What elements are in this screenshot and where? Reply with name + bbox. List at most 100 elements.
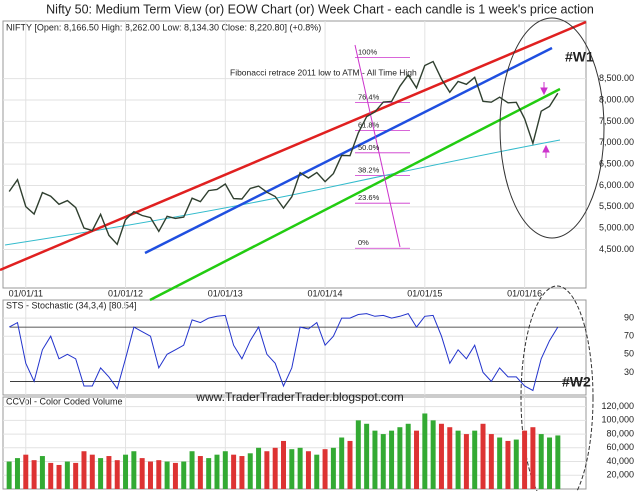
volume-bar — [48, 462, 54, 489]
stochastic-panel — [2, 299, 587, 396]
y-tick-label: 100,000 — [601, 415, 634, 425]
y-tick-label: 90 — [624, 312, 634, 322]
volume-bar — [247, 453, 253, 489]
volume-bar — [397, 427, 403, 489]
fib-label: 38.2% — [358, 165, 380, 174]
volume-bar — [222, 451, 228, 489]
volume-bar — [14, 458, 20, 489]
annotation: www.TraderTraderTrader.blogspot.com — [195, 390, 403, 404]
x-tick-label: 01/01/15 — [407, 288, 442, 298]
volume-bar — [505, 440, 511, 489]
volume-bar — [430, 420, 436, 489]
highlight-ellipse — [499, 17, 605, 239]
volume-bar — [405, 423, 411, 489]
x-tick-label: 01/01/14 — [308, 288, 343, 298]
volume-bar — [164, 461, 170, 489]
volume-bar — [364, 423, 370, 489]
volume-bar — [281, 440, 286, 489]
x-tick-label: 01/01/13 — [208, 288, 243, 298]
volume-bar — [181, 461, 187, 489]
y-tick-label: 40,000 — [606, 456, 634, 466]
volume-bar — [297, 447, 303, 489]
volume-bar — [56, 464, 62, 489]
volume-bar — [197, 456, 203, 489]
y-tick-label: 50 — [624, 349, 634, 359]
volume-bar — [480, 423, 486, 489]
volume-bar — [314, 454, 320, 489]
y-tick-label: 20,000 — [606, 470, 634, 480]
volume-bar — [231, 454, 237, 489]
volume-bar — [522, 430, 528, 489]
volume-bar — [131, 451, 137, 489]
y-tick-label: 5,000.00 — [599, 223, 634, 233]
volume-bar — [73, 462, 79, 489]
arrow-up — [542, 144, 550, 158]
fib-label: 100% — [358, 47, 378, 56]
volume-bar — [206, 458, 212, 489]
volume-bar — [389, 430, 395, 489]
volume-bar — [330, 447, 336, 489]
volume-bar — [289, 449, 295, 489]
volume-bar — [488, 434, 494, 489]
volume-legend: CCVol - Color Coded Volume — [6, 396, 123, 406]
volume-bar — [447, 427, 453, 489]
trend-line-blue — [144, 46, 553, 255]
volume-bar — [355, 420, 361, 489]
price-line — [8, 60, 559, 246]
x-tick-label: 01/01/11 — [9, 288, 43, 298]
y-tick-label: 80,000 — [606, 428, 634, 438]
fib-label: 76.4% — [358, 92, 380, 101]
fib-label: 50.0% — [358, 143, 380, 152]
volume-bar — [555, 435, 561, 489]
arrow-down — [540, 82, 548, 96]
trend-line-red — [0, 20, 587, 272]
y-tick-label: 70 — [624, 331, 634, 341]
volume-bar — [89, 454, 95, 489]
volume-bar — [214, 454, 220, 489]
volume-bar — [347, 440, 353, 489]
volume-bar — [6, 461, 12, 489]
price-legend: NIFTY [Open: 8,166.50 High: 8,262.00 Low… — [6, 22, 321, 32]
volume-bar — [156, 460, 162, 489]
volume-bar — [256, 447, 262, 489]
volume-bar — [264, 451, 270, 489]
volume-bar — [239, 456, 245, 489]
volume-bar — [513, 439, 519, 489]
y-tick-label: 4,500.00 — [599, 244, 634, 254]
volume-panel — [2, 396, 587, 490]
volume-bar — [139, 458, 145, 489]
volume-bar — [39, 456, 45, 489]
x-tick-label: 01/01/12 — [108, 288, 143, 298]
price-panel — [2, 20, 587, 289]
y-tick-label: 6,000.00 — [599, 180, 634, 190]
moving-average — [4, 139, 561, 246]
volume-bar — [106, 456, 112, 489]
x-tick-label: 01/01/16 — [507, 288, 542, 298]
volume-bar — [372, 430, 378, 489]
volume-bar — [322, 449, 328, 489]
volume-bar — [422, 413, 428, 489]
y-tick-label: 6,500.00 — [599, 158, 634, 168]
chart-title: Nifty 50: Medium Term View (or) EOW Char… — [46, 2, 594, 16]
y-tick-label: 60,000 — [606, 442, 634, 452]
volume-bar — [538, 434, 544, 489]
volume-bar — [414, 430, 420, 489]
annotation: #W2 — [562, 374, 591, 390]
volume-bar — [23, 454, 29, 489]
stochastic-legend: STS - Stochastic (34,3,4) [80.54] — [6, 300, 137, 310]
volume-bar — [463, 434, 469, 489]
fib-label: 0% — [358, 238, 369, 247]
fib-line — [354, 44, 401, 248]
y-tick-label: 30 — [624, 367, 634, 377]
y-tick-label: 120,000 — [601, 401, 634, 411]
volume-bar — [547, 437, 553, 489]
volume-bar — [305, 451, 311, 489]
y-tick-label: 7,000.00 — [599, 137, 634, 147]
volume-bar — [98, 458, 104, 489]
volume-bar — [380, 434, 386, 489]
volume-bar — [339, 437, 345, 489]
stochastic-line — [8, 313, 559, 392]
volume-bar — [272, 447, 278, 489]
